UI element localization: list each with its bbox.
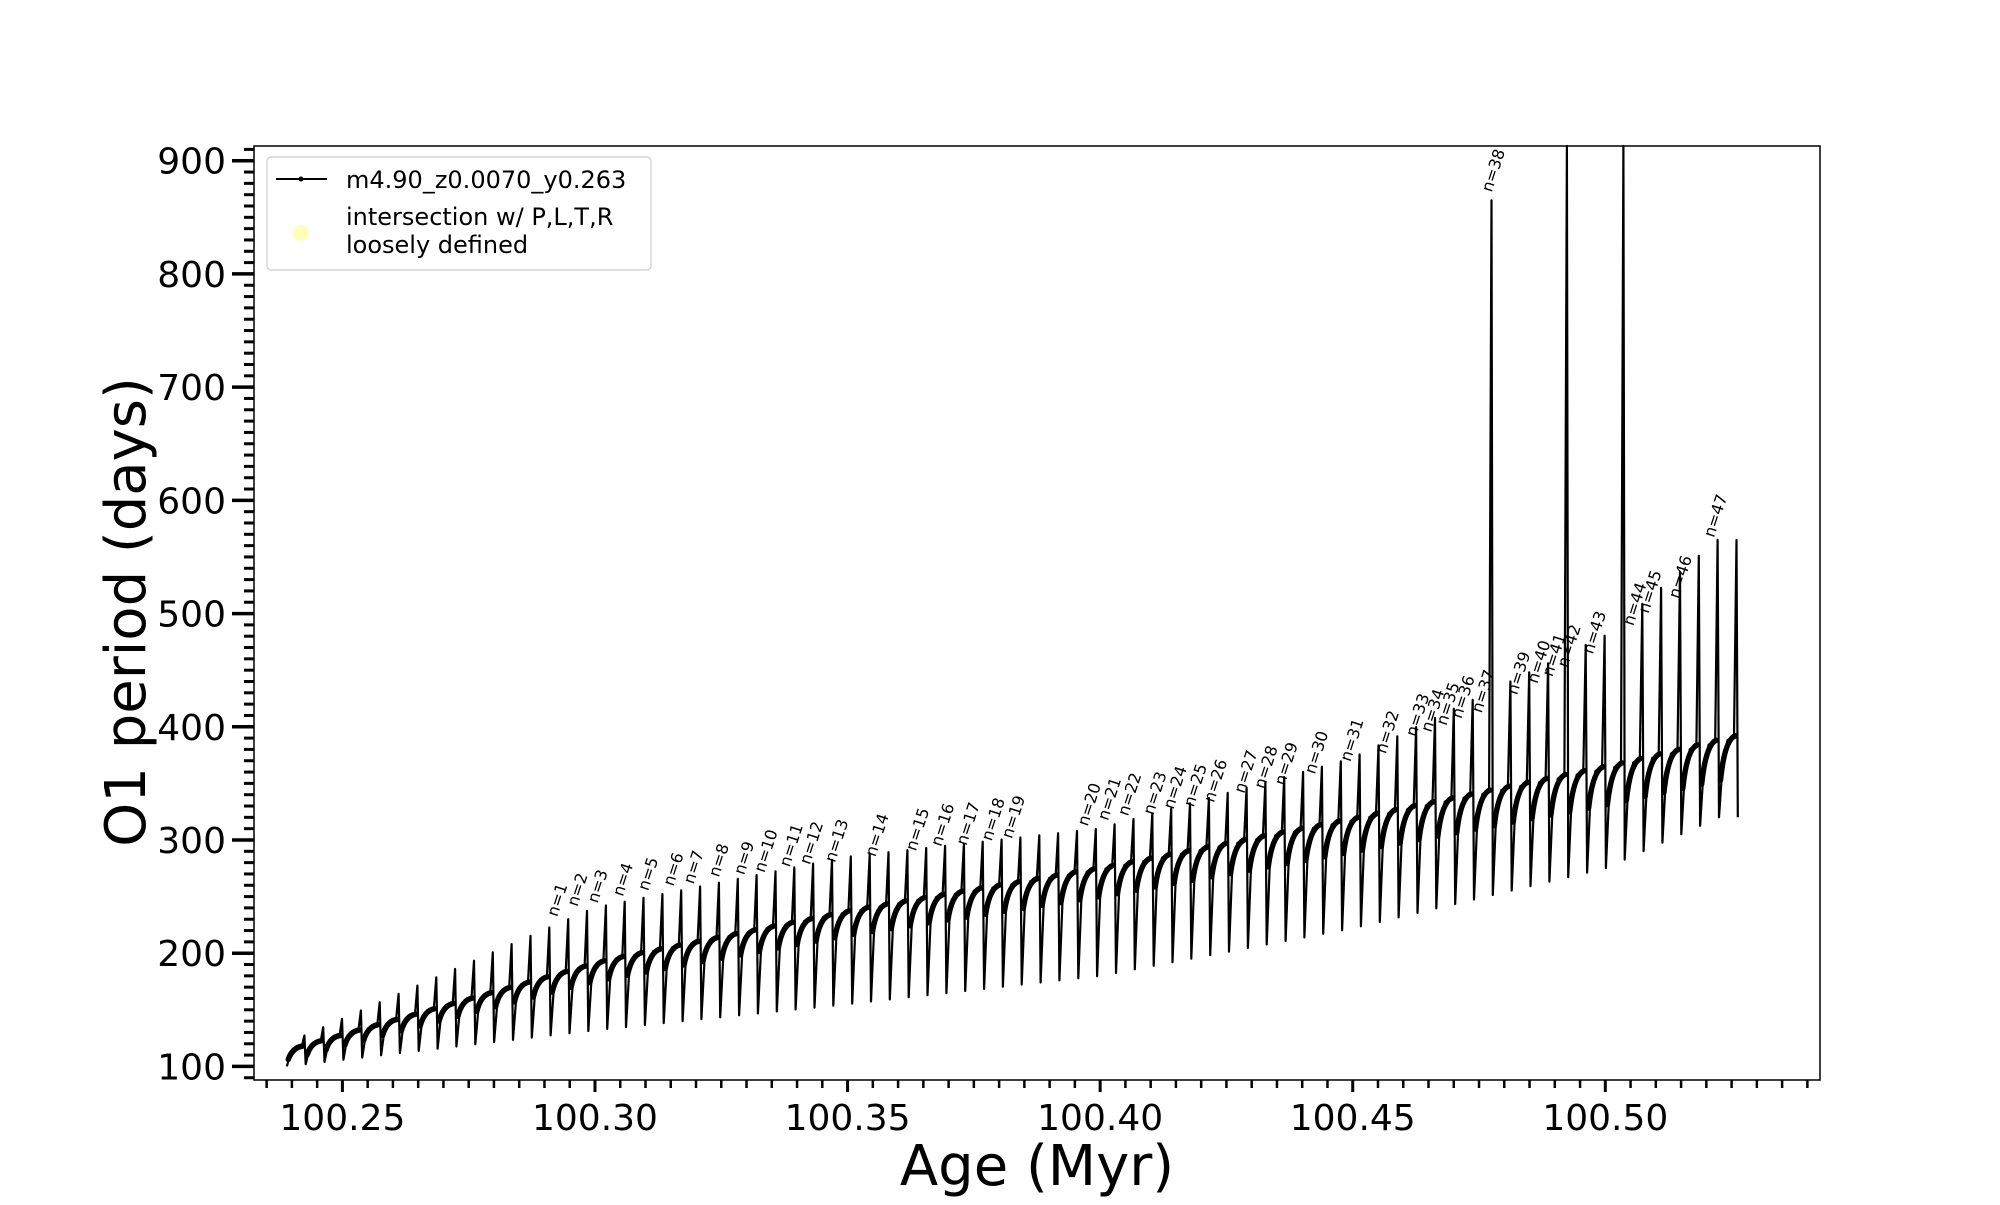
pulse-label: n=31	[1336, 716, 1368, 764]
pulse-label: n=30	[1301, 729, 1333, 777]
legend-dot-marker	[298, 176, 304, 182]
y-tick-label: 300	[157, 821, 226, 862]
series-m4.90-line	[285, 144, 1739, 1067]
legend-box	[266, 156, 652, 271]
y-tick-label: 700	[157, 368, 226, 409]
y-axis-label: O1 period (days)	[94, 377, 159, 847]
x-tick-label: 100.45	[1290, 1098, 1416, 1139]
axis-ticks: 100.25 100.30 100.35 100.40 100.45 100.50 100 2…	[157, 142, 1809, 1139]
legend: m4.90_z0.0070_y0.263 intersection w/ P,L…	[266, 156, 652, 271]
legend-intersection-marker	[293, 225, 309, 241]
pulse-label: n=47	[1700, 492, 1732, 540]
pulse-label: n=15	[902, 805, 934, 853]
y-tick-label: 900	[157, 142, 226, 183]
pulse-label: n=5	[634, 855, 662, 893]
pulse-label: n=7	[679, 848, 707, 886]
series-ridge	[285, 733, 1738, 1063]
y-tick-label: 100	[157, 1047, 226, 1088]
pulse-label: n=46	[1664, 553, 1696, 601]
plot-area-frame	[253, 145, 1821, 1081]
y-tick-label: 200	[157, 934, 226, 975]
pulse-label: n=4	[609, 860, 637, 898]
legend-label-intersection-line2: loosely defined	[346, 231, 528, 259]
y-tick-label: 500	[157, 595, 226, 636]
x-tick-label: 100.30	[532, 1098, 658, 1139]
legend-label-intersection-line1: intersection w/ P,L,T,R	[346, 203, 613, 231]
legend-label-series: m4.90_z0.0070_y0.263	[346, 166, 626, 194]
y-tick-label: 400	[157, 708, 226, 749]
series-line	[285, 144, 1739, 1067]
y-tick-label: 800	[157, 255, 226, 296]
x-tick-label: 100.50	[1542, 1098, 1668, 1139]
x-tick-label: 100.25	[279, 1098, 405, 1139]
pulse-label: n=13	[821, 817, 853, 865]
x-tick-label: 100.40	[1037, 1098, 1163, 1139]
y-tick-label: 600	[157, 481, 226, 522]
pulse-label: n=3	[583, 867, 611, 905]
x-axis-label: Age (Myr)	[900, 1134, 1174, 1199]
x-tick-label: 100.35	[785, 1098, 911, 1139]
pulse-label: n=38	[1477, 147, 1509, 195]
pulse-label: n=8	[704, 841, 732, 879]
